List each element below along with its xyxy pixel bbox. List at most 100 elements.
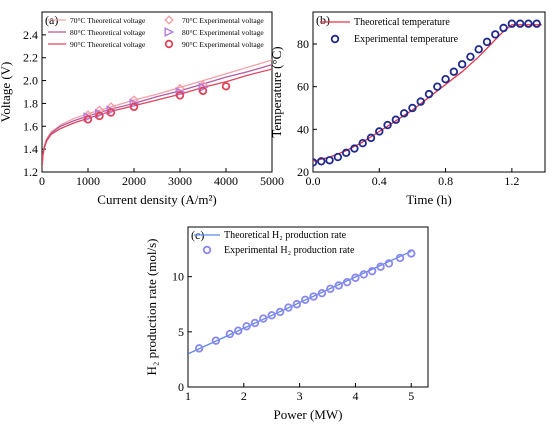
data-point xyxy=(491,30,500,39)
data-point xyxy=(83,115,93,124)
data-point xyxy=(367,266,377,276)
data-point xyxy=(284,303,293,312)
series-line-1 xyxy=(42,59,272,166)
data-point xyxy=(275,307,285,317)
x-tick-label: 0.8 xyxy=(438,174,453,188)
legend-marker-swatch xyxy=(202,245,212,255)
data-point xyxy=(449,67,459,76)
data-point xyxy=(95,111,104,121)
data-point xyxy=(359,270,369,279)
legend: Theoretical H₂ production rate Experiment… xyxy=(194,230,355,256)
data-point xyxy=(301,295,310,305)
x-tick-label: 0 xyxy=(39,174,45,188)
y-tick-label: 80 xyxy=(297,37,309,51)
data-point xyxy=(94,105,105,116)
plot-area xyxy=(188,249,416,355)
y-tick-label: 40 xyxy=(297,122,309,136)
data-point xyxy=(384,259,394,268)
legend-label: 80°C Theoretical voltage xyxy=(70,28,146,37)
data-point xyxy=(333,152,343,162)
data-point xyxy=(350,144,359,153)
plot-area xyxy=(313,19,542,167)
data-point xyxy=(175,91,185,100)
data-point xyxy=(366,133,376,143)
legend-item: 90°C Theoretical voltage xyxy=(48,40,146,49)
data-point xyxy=(242,322,251,331)
legend-label: 70°C Experimental voltage xyxy=(182,16,264,25)
plot-frame xyxy=(41,11,273,173)
data-point xyxy=(175,87,186,97)
data-point xyxy=(317,157,326,166)
data-point xyxy=(129,102,139,112)
x-axis-label: Current density (A/m²) xyxy=(97,192,216,207)
legend-label: 70°C Theoretical voltage xyxy=(70,16,146,25)
x-tick-label: 1.2 xyxy=(504,174,519,188)
y-axis-label: H₂ production rate (mol/s) xyxy=(144,238,159,375)
x-tick-label: 0.4 xyxy=(372,174,387,188)
chart-panel-2: 0.0 0.4 0.8 1.2 20 40 60 80 Time (h) Temperature … xyxy=(269,11,546,207)
x-tick-label: 1 xyxy=(185,389,191,403)
legend-label: Theoretical H₂ production rate xyxy=(224,230,347,241)
legend-label: Theoretical temperature xyxy=(354,17,450,28)
data-point xyxy=(482,37,492,47)
data-point xyxy=(375,127,384,136)
data-point xyxy=(234,326,243,335)
x-tick-label: 1000 xyxy=(76,174,100,188)
legend-label: Experimental H₂ production rate xyxy=(224,245,355,256)
y-tick-label: 2.4 xyxy=(23,28,38,42)
x-axis-label: Time (h) xyxy=(406,192,451,207)
y-axis-label: Temperature (°C) xyxy=(269,46,284,137)
data-point xyxy=(267,311,276,320)
y-tick-label: 1.8 xyxy=(23,96,38,110)
data-point xyxy=(524,19,533,28)
y-tick-label: 2.0 xyxy=(23,74,38,88)
y-tick-label: 2.2 xyxy=(23,51,38,65)
data-point xyxy=(441,74,450,84)
plot-frame xyxy=(187,226,429,388)
x-tick-label: 3000 xyxy=(168,174,192,188)
x-tick-label: 0.0 xyxy=(306,174,321,188)
y-tick-label: 10 xyxy=(172,270,184,284)
series-line-3 xyxy=(42,68,272,168)
legend: Theoretical temperature Experimental temp… xyxy=(320,17,459,45)
series-line-2 xyxy=(42,63,272,167)
legend-marker-swatch xyxy=(164,15,174,25)
data-point xyxy=(466,52,475,61)
legend: 70°C Theoretical voltage 80°C Theoretical… xyxy=(48,15,264,49)
y-tick-label: 0 xyxy=(178,380,184,394)
x-tick-label: 2000 xyxy=(122,174,146,188)
data-point xyxy=(424,89,434,99)
y-tick-label: 60 xyxy=(297,80,309,94)
data-point xyxy=(383,120,392,130)
y-axis-label: Voltage (V) xyxy=(0,62,13,123)
legend-marker-swatch xyxy=(164,39,174,49)
legend-item: 90°C Experimental voltage xyxy=(164,39,264,49)
data-point xyxy=(395,253,405,263)
data-point xyxy=(341,148,351,157)
data-point xyxy=(499,23,508,33)
data-point xyxy=(351,273,360,282)
legend-item: Theoretical temperature xyxy=(320,17,450,28)
data-point xyxy=(376,262,385,271)
data-point xyxy=(292,300,302,309)
series-line-1 xyxy=(313,24,542,162)
data-point xyxy=(457,60,467,69)
legend-item: 80°C Experimental voltage xyxy=(164,27,264,37)
y-tick-label: 5 xyxy=(178,325,184,339)
data-point xyxy=(334,281,343,290)
legend-marker-swatch xyxy=(330,34,340,44)
legend-item: 80°C Theoretical voltage xyxy=(48,28,146,37)
x-tick-label: 3 xyxy=(297,389,303,403)
data-point xyxy=(129,98,140,109)
data-point xyxy=(221,82,231,91)
y-tick-label: 20 xyxy=(297,165,309,179)
x-tick-label: 5 xyxy=(408,389,414,403)
data-point xyxy=(474,45,483,54)
data-point xyxy=(532,19,541,28)
data-point xyxy=(358,138,367,148)
data-point xyxy=(515,19,525,28)
data-point xyxy=(106,102,116,112)
y-tick-label: 1.6 xyxy=(23,119,38,133)
y-tick-label: 1.2 xyxy=(23,165,38,179)
x-tick-label: 2 xyxy=(241,389,247,403)
